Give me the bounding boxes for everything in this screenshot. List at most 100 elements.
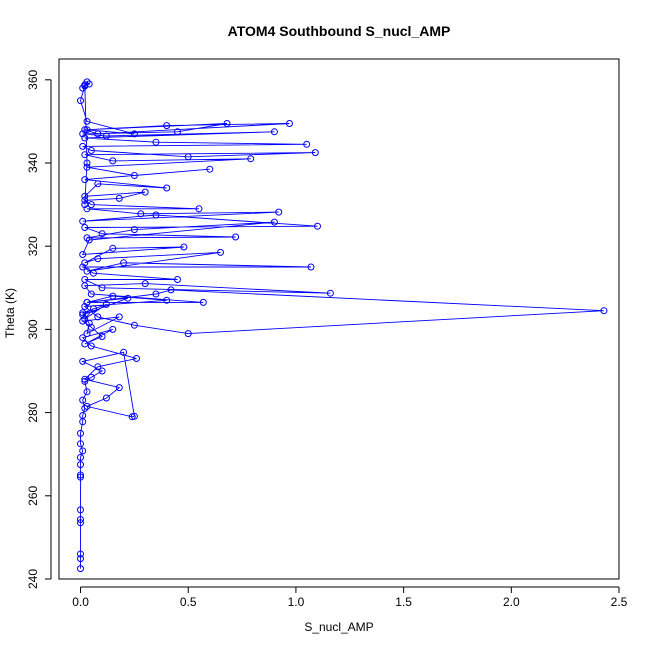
data-point [81,404,89,412]
data-point [77,461,84,469]
data-point [115,313,123,321]
data-point [270,128,278,136]
data-point [184,330,192,338]
x-tick-label: 0.5 [180,595,197,609]
data-point [81,375,89,383]
data-point [94,255,102,263]
data-point [102,394,110,402]
data-point [90,305,97,313]
data-point [83,126,91,134]
y-tick-label: 240 [26,569,40,589]
data-point [81,224,89,231]
data-point [141,280,149,288]
data-point [83,298,91,306]
data-point [77,555,84,563]
data-point [130,172,138,179]
data-point [223,120,231,127]
x-axis: 0.0 0.5 1.0 1.5 2.0 2.5 [72,586,628,609]
data-point [109,157,117,165]
data-point [247,155,255,163]
data-point [115,384,123,392]
data-point [83,402,91,410]
y-axis-title: Theta (K) [3,288,17,338]
data-point [79,309,87,317]
data-point [275,208,283,216]
data-point [98,284,106,292]
data-point [81,151,89,159]
data-point [85,80,93,88]
data-point [87,342,95,350]
data-point [109,244,117,252]
x-tick-label: 1.5 [395,595,412,609]
data-point [163,184,171,192]
y-tick-label: 340 [26,153,40,173]
data-point [120,259,128,267]
data-point [81,176,89,184]
y-tick-label: 260 [26,485,40,505]
data-point [137,210,145,218]
data-point [152,138,160,146]
data-point [77,440,84,448]
data-point [180,243,188,251]
data-point [79,447,87,455]
data-point [174,128,181,136]
data-point [270,218,278,226]
data-point [303,140,311,148]
data-point [81,196,89,204]
data-point [77,550,84,558]
data-point [206,165,214,173]
data-point [79,357,87,365]
x-tick-label: 2.5 [611,595,628,609]
data-point [94,180,102,188]
data-point [81,377,89,385]
data-point [130,321,138,329]
data-point [81,126,89,134]
data-point [152,211,160,219]
data-point [163,122,171,130]
data-point [77,506,84,514]
data-point [102,300,110,308]
data-point [124,294,132,302]
data-point [77,516,84,523]
data-point [133,355,140,362]
data-point [307,263,315,271]
data-point [90,269,97,277]
data-point [115,194,123,202]
y-axis: 240 260 280 300 320 340 360 [26,69,52,589]
data-point [81,276,89,283]
data-point [81,315,89,323]
data-point [79,217,87,225]
chart-title: ATOM4 Southbound S_nucl_AMP [228,23,451,39]
data-point [79,263,87,271]
data-point [98,333,106,340]
data-point [167,286,175,294]
data-point [314,222,321,230]
data-point [217,248,224,256]
data-point [81,340,89,348]
data-point [79,130,87,138]
data-point [79,251,87,258]
data-point [600,307,608,315]
data-point [81,201,89,209]
series-layer [77,78,608,573]
data-point [83,163,91,171]
data-point [109,292,117,300]
data-point [85,319,93,327]
data-point [311,149,319,157]
data-point [79,334,87,342]
y-tick-label: 300 [26,319,40,339]
data-point [94,313,102,321]
data-point [87,290,95,298]
data-point [77,519,84,527]
data-point [83,267,91,275]
data-point [79,311,87,319]
data-point [120,348,128,356]
series-line [80,81,604,569]
data-point [79,412,87,419]
data-point [83,205,91,213]
data-point [174,276,181,283]
x-tick-label: 1.0 [288,595,305,609]
x-tick-label: 0.0 [72,595,89,609]
data-point [79,142,87,150]
